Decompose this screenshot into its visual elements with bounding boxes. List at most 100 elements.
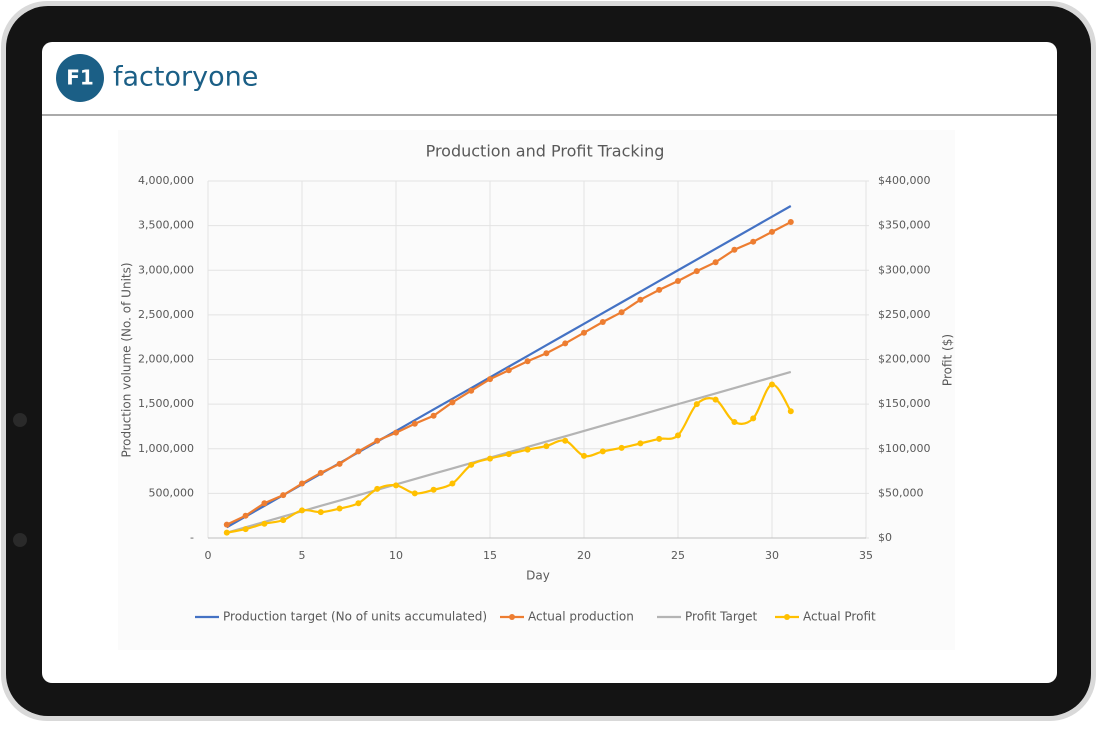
data-point (675, 432, 681, 439)
y2-tick-label: $0 (878, 531, 892, 544)
legend-marker (509, 614, 515, 620)
y-tick-label: - (190, 531, 194, 544)
x-tick-label: 0 (205, 549, 212, 562)
data-point (355, 500, 362, 507)
x-tick-label: 20 (577, 549, 591, 562)
data-point (787, 219, 794, 226)
x-tick-label: 35 (859, 549, 873, 562)
data-point (468, 461, 475, 468)
data-point (656, 435, 663, 442)
data-point (505, 451, 512, 458)
logo-mark: F1 (66, 66, 94, 90)
legend-label: Production target (No of units accumulat… (223, 610, 487, 624)
side-button (13, 533, 27, 547)
data-point (543, 443, 550, 450)
y-tick-label: 4,000,000 (138, 174, 194, 187)
y-tick-label: 2,500,000 (138, 308, 194, 321)
y2-tick-label: $100,000 (878, 442, 931, 455)
data-point (637, 296, 644, 303)
y-axis-title: Production volume (No. of Units) (120, 262, 134, 457)
side-button (13, 413, 27, 427)
data-point (618, 444, 625, 451)
data-point (430, 412, 437, 419)
x-tick-label: 10 (389, 549, 403, 562)
data-point (223, 521, 230, 528)
data-point (336, 505, 343, 512)
data-point (374, 437, 381, 444)
data-point (693, 268, 700, 275)
data-point (280, 517, 287, 524)
y-tick-label: 2,000,000 (138, 353, 194, 366)
y2-tick-label: $150,000 (878, 397, 931, 410)
y2-tick-label: $400,000 (878, 174, 931, 187)
data-point (317, 509, 324, 516)
data-point (675, 277, 681, 284)
legend-label: Actual Profit (803, 610, 876, 624)
data-point (261, 500, 268, 507)
data-point (524, 446, 531, 453)
data-point (712, 396, 719, 403)
data-point (599, 448, 606, 455)
data-point (355, 448, 362, 455)
data-point (656, 286, 663, 293)
data-point (524, 358, 531, 365)
data-point (543, 350, 550, 357)
data-point (449, 399, 456, 406)
y2-axis-title: Profit ($) (941, 334, 955, 386)
y-tick-label: 3,000,000 (138, 263, 194, 276)
data-point (505, 367, 512, 374)
y-tick-label: 500,000 (149, 486, 195, 499)
x-tick-label: 30 (765, 549, 779, 562)
legend-label: Profit Target (685, 610, 758, 624)
logo-badge (56, 54, 104, 102)
data-point (562, 340, 569, 347)
y2-tick-label: $200,000 (878, 353, 931, 366)
data-point (280, 492, 287, 499)
data-point (242, 512, 249, 519)
legend-label: Actual production (528, 610, 634, 624)
data-point (336, 460, 343, 467)
data-point (769, 381, 775, 388)
data-point (487, 455, 493, 462)
data-point (787, 408, 794, 415)
x-tick-label: 15 (483, 549, 497, 562)
data-point (562, 437, 569, 444)
brand-name: factoryone (113, 62, 258, 93)
chart-area (118, 130, 955, 650)
data-point (242, 526, 249, 533)
y2-tick-label: $300,000 (878, 263, 931, 276)
data-point (393, 482, 399, 489)
data-point (317, 469, 324, 476)
data-point (449, 480, 456, 487)
data-point (618, 309, 625, 316)
y-tick-label: 3,500,000 (138, 219, 194, 232)
data-point (712, 259, 719, 266)
y-tick-label: 1,500,000 (138, 397, 194, 410)
data-point (599, 319, 606, 326)
x-tick-label: 5 (299, 549, 306, 562)
data-point (374, 485, 381, 492)
data-point (261, 520, 268, 527)
data-point (769, 228, 775, 235)
data-point (223, 529, 230, 536)
data-point (731, 418, 738, 425)
data-point (581, 452, 587, 459)
x-axis-title: Day (526, 569, 550, 583)
data-point (750, 415, 757, 422)
data-point (299, 507, 305, 514)
data-point (411, 420, 418, 427)
y-tick-label: 1,000,000 (138, 442, 194, 455)
y2-tick-label: $50,000 (878, 486, 924, 499)
data-point (637, 440, 644, 447)
x-tick-label: 25 (671, 549, 685, 562)
y2-tick-label: $350,000 (878, 219, 931, 232)
data-point (731, 246, 738, 253)
data-point (299, 480, 305, 487)
data-point (393, 429, 399, 436)
legend-marker (784, 614, 790, 620)
data-point (693, 401, 700, 408)
data-point (581, 329, 587, 336)
data-point (487, 376, 493, 383)
